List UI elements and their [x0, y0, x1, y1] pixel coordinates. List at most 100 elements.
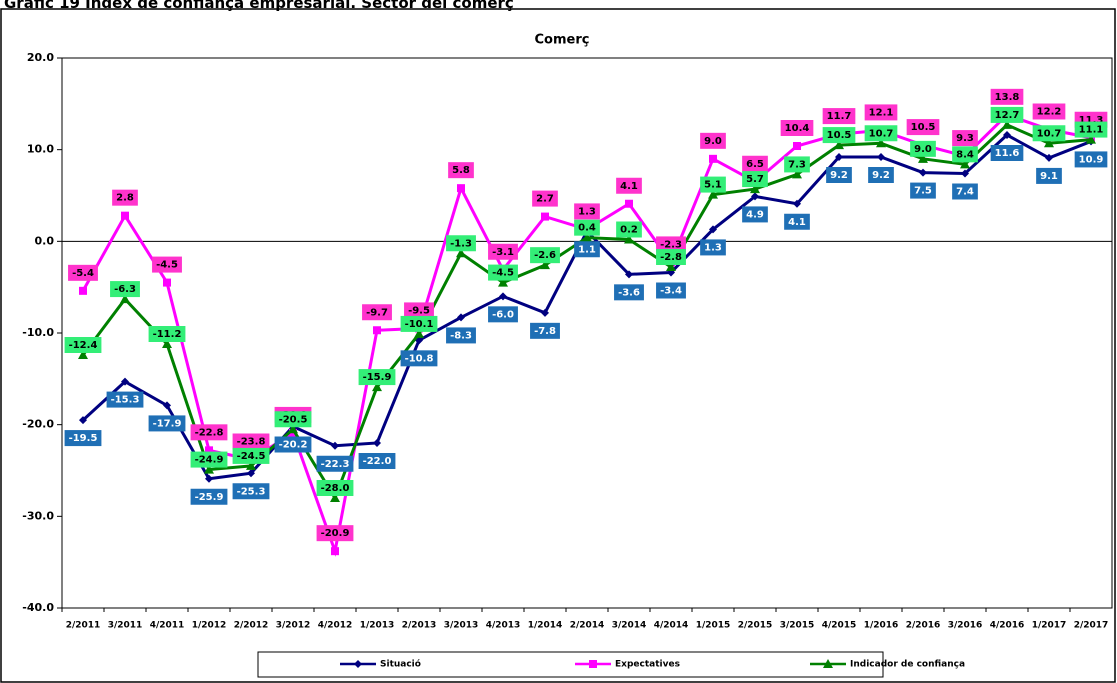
marker: [288, 424, 298, 434]
data-label: -3.6: [614, 284, 644, 301]
marker: [1045, 153, 1053, 162]
data-label: -15.9: [358, 369, 396, 386]
data-label: 9.2: [826, 167, 852, 183]
data-label: 7.5: [910, 182, 936, 199]
data-label: -8.3: [446, 327, 476, 344]
marker: [835, 153, 843, 161]
data-label: 8.4: [952, 146, 978, 163]
data-label-text: 9.2: [872, 170, 890, 181]
x-tick-label: 3/2013: [444, 621, 479, 631]
marker: [589, 660, 597, 668]
data-label-bg: [910, 140, 936, 157]
data-label-bg: [784, 213, 810, 230]
data-label: 9.3: [952, 130, 978, 147]
marker: [354, 660, 362, 668]
data-label: -24.5: [232, 447, 270, 464]
data-label-text: -22.8: [195, 427, 224, 438]
x-tick-label: 3/2014: [612, 621, 647, 631]
data-label-text: 10.4: [785, 123, 810, 134]
data-label-bg: [822, 108, 856, 125]
marker: [750, 184, 760, 194]
data-label-bg: [990, 88, 1024, 105]
data-label-text: -20.2: [279, 440, 308, 451]
data-label: -2.3: [656, 236, 686, 253]
data-label-text: -3.1: [492, 247, 514, 258]
data-label-bg: [274, 436, 312, 453]
x-tick-label: 4/2016: [990, 621, 1025, 631]
marker: [919, 168, 927, 177]
data-label-bg: [68, 264, 98, 281]
data-label-bg: [864, 104, 898, 121]
data-label: -11.2: [148, 326, 186, 342]
data-label-bg: [616, 221, 642, 238]
x-tick-label: 4/2011: [150, 621, 185, 631]
data-label: 0.2: [616, 221, 642, 238]
marker: [624, 234, 634, 244]
marker: [540, 260, 550, 270]
data-label: -6.0: [488, 306, 518, 323]
marker: [541, 212, 549, 221]
data-label: -25.9: [190, 488, 228, 505]
data-label-bg: [152, 256, 182, 273]
data-label-text: 7.4: [956, 187, 974, 198]
data-label: 11.7: [822, 108, 856, 125]
data-label-bg: [990, 106, 1024, 123]
data-label: 9.0: [910, 140, 936, 157]
x-tick-label: 3/2016: [948, 621, 983, 631]
data-label-text: -6.3: [114, 284, 136, 295]
data-label-bg: [530, 247, 560, 264]
data-label-text: -2.8: [660, 252, 682, 263]
data-label-bg: [952, 146, 978, 163]
data-label-bg: [404, 302, 434, 319]
marker: [163, 401, 171, 410]
chart-frame: [0, 8, 1116, 683]
data-label-text: 10.9: [1079, 154, 1104, 165]
data-label: 12.7: [990, 106, 1024, 123]
data-label-bg: [488, 264, 518, 281]
data-label-text: 7.5: [914, 186, 932, 197]
data-label-text: -19.5: [69, 433, 98, 444]
data-label: 11.6: [990, 145, 1024, 161]
y-tick-label: 10.0: [27, 143, 54, 156]
x-tick-label: 4/2014: [654, 621, 689, 631]
data-label: -2.6: [530, 247, 560, 264]
data-label-text: 4.1: [788, 217, 806, 228]
marker: [709, 225, 717, 234]
marker: [204, 464, 214, 474]
data-label-text: -12.4: [69, 340, 98, 351]
data-label-bg: [316, 480, 354, 496]
data-label-text: 10.5: [827, 130, 852, 141]
data-label: 4.1: [784, 213, 810, 230]
data-label-bg: [316, 525, 354, 542]
data-label-text: 13.8: [995, 92, 1020, 103]
marker: [205, 446, 213, 455]
data-label: -7.8: [530, 322, 560, 339]
data-label-text: 10.7: [1037, 128, 1062, 139]
data-label-text: -4.5: [156, 260, 178, 271]
x-tick-label: 2/2013: [402, 621, 437, 631]
marker: [457, 313, 465, 322]
y-tick-label: 20.0: [27, 51, 54, 64]
data-label-text: 1.3: [578, 206, 596, 217]
data-label: -10.8: [400, 350, 438, 367]
data-label: -22.8: [190, 424, 228, 441]
x-tick-label: 2/2011: [66, 621, 101, 631]
marker: [666, 262, 676, 271]
legend-label: Situació: [380, 659, 421, 670]
data-label-text: -17.9: [153, 418, 182, 429]
x-tick-label: 2/2012: [234, 621, 269, 631]
data-label-text: 7.3: [788, 159, 806, 170]
data-label-text: 11.3: [1079, 115, 1104, 126]
marker: [918, 153, 928, 163]
data-label: 10.7: [1032, 125, 1066, 142]
data-label-text: -24.5: [237, 451, 266, 462]
data-label-bg: [656, 236, 686, 253]
data-label-text: -15.3: [111, 395, 140, 406]
data-label: -20.2: [274, 436, 312, 453]
data-label-text: -20.5: [279, 414, 308, 425]
data-label: -20.5: [274, 411, 312, 428]
series-line: [81, 133, 1092, 481]
data-label: -5.4: [68, 264, 98, 281]
marker: [877, 153, 885, 161]
data-label: -3.1: [488, 243, 518, 260]
